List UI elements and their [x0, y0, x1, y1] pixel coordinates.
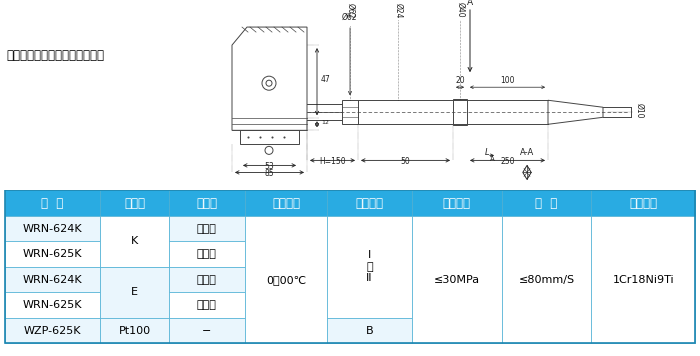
Text: L: L [484, 148, 489, 157]
Text: 精度等级: 精度等级 [356, 197, 384, 210]
Bar [592, 216, 695, 343]
Text: A: A [489, 156, 494, 162]
Text: 绝缘式: 绝缘式 [197, 300, 217, 310]
Text: A: A [467, 0, 473, 7]
Bar [245, 216, 328, 343]
Bar [5, 190, 100, 216]
Bar [5, 216, 100, 241]
Bar [100, 241, 169, 267]
Text: 50: 50 [400, 157, 410, 166]
Bar [100, 318, 169, 343]
Bar [5, 292, 100, 318]
Bar [240, 130, 299, 144]
Bar [5, 318, 100, 343]
Bar [342, 100, 358, 124]
Bar [169, 216, 245, 241]
Text: 接壳式: 接壳式 [197, 249, 217, 259]
Text: WRN-624K: WRN-624K [22, 274, 83, 284]
Text: I
或
II: I 或 II [366, 250, 373, 283]
Bar [5, 267, 100, 292]
Text: 型  号: 型 号 [41, 197, 64, 210]
Text: Ø24: Ø24 [393, 2, 402, 18]
Bar [328, 318, 412, 343]
Text: WRN-624K: WRN-624K [22, 224, 83, 234]
Text: WRN-625K: WRN-625K [23, 300, 83, 310]
Bar [412, 216, 502, 343]
Text: 20: 20 [455, 76, 465, 85]
Bar [100, 267, 169, 318]
Text: E: E [131, 287, 138, 297]
Bar [245, 190, 328, 216]
Text: 保护材料: 保护材料 [629, 197, 657, 210]
Text: 公称压力: 公称压力 [442, 197, 470, 210]
Bar [592, 190, 695, 216]
Text: 固定锥形保护管热电偶、热电阻: 固定锥形保护管热电偶、热电阻 [6, 49, 104, 62]
Text: 250: 250 [500, 157, 514, 166]
Text: WRN-625K: WRN-625K [23, 249, 83, 259]
Text: 1Cr18Ni9Ti: 1Cr18Ni9Ti [612, 274, 674, 284]
Bar [169, 267, 245, 292]
Text: Pt100: Pt100 [118, 325, 150, 336]
Text: 接壳式: 接壳式 [197, 274, 217, 284]
Text: 0ⷆ00℃: 0ⷆ00℃ [266, 274, 306, 284]
Text: ≤80mm/S: ≤80mm/S [519, 274, 575, 284]
Text: Ø10: Ø10 [635, 103, 644, 118]
Text: 流  速: 流 速 [536, 197, 558, 210]
Text: Ø40: Ø40 [456, 2, 465, 18]
Text: ≤30MPa: ≤30MPa [434, 274, 480, 284]
Bar [169, 190, 245, 216]
Bar [502, 216, 592, 343]
Bar [328, 190, 412, 216]
Text: Ø62: Ø62 [346, 2, 354, 18]
Bar [169, 241, 245, 267]
Text: H=150: H=150 [319, 157, 346, 166]
Bar [328, 216, 412, 318]
Text: 53: 53 [265, 162, 274, 171]
Bar [100, 216, 169, 241]
Text: 分度号: 分度号 [124, 197, 145, 210]
Text: 测量范围: 测量范围 [272, 197, 300, 210]
Bar [100, 216, 169, 267]
Bar [100, 190, 169, 216]
Bar [169, 292, 245, 318]
Bar [5, 241, 100, 267]
Text: 12: 12 [321, 120, 329, 125]
Text: WZP-625K: WZP-625K [24, 325, 81, 336]
Text: 85: 85 [265, 169, 274, 178]
Text: 47: 47 [321, 75, 330, 84]
Text: 100: 100 [500, 76, 514, 85]
Text: −: − [202, 325, 211, 336]
Bar [502, 190, 592, 216]
Text: 工作端: 工作端 [196, 197, 217, 210]
Text: K: K [131, 236, 138, 246]
Text: Ø62: Ø62 [342, 13, 358, 22]
Bar [169, 318, 245, 343]
Text: 绝缘式: 绝缘式 [197, 224, 217, 234]
Bar [412, 190, 502, 216]
Text: A-A: A-A [520, 148, 534, 157]
Text: B: B [365, 325, 373, 336]
Bar [453, 99, 467, 125]
